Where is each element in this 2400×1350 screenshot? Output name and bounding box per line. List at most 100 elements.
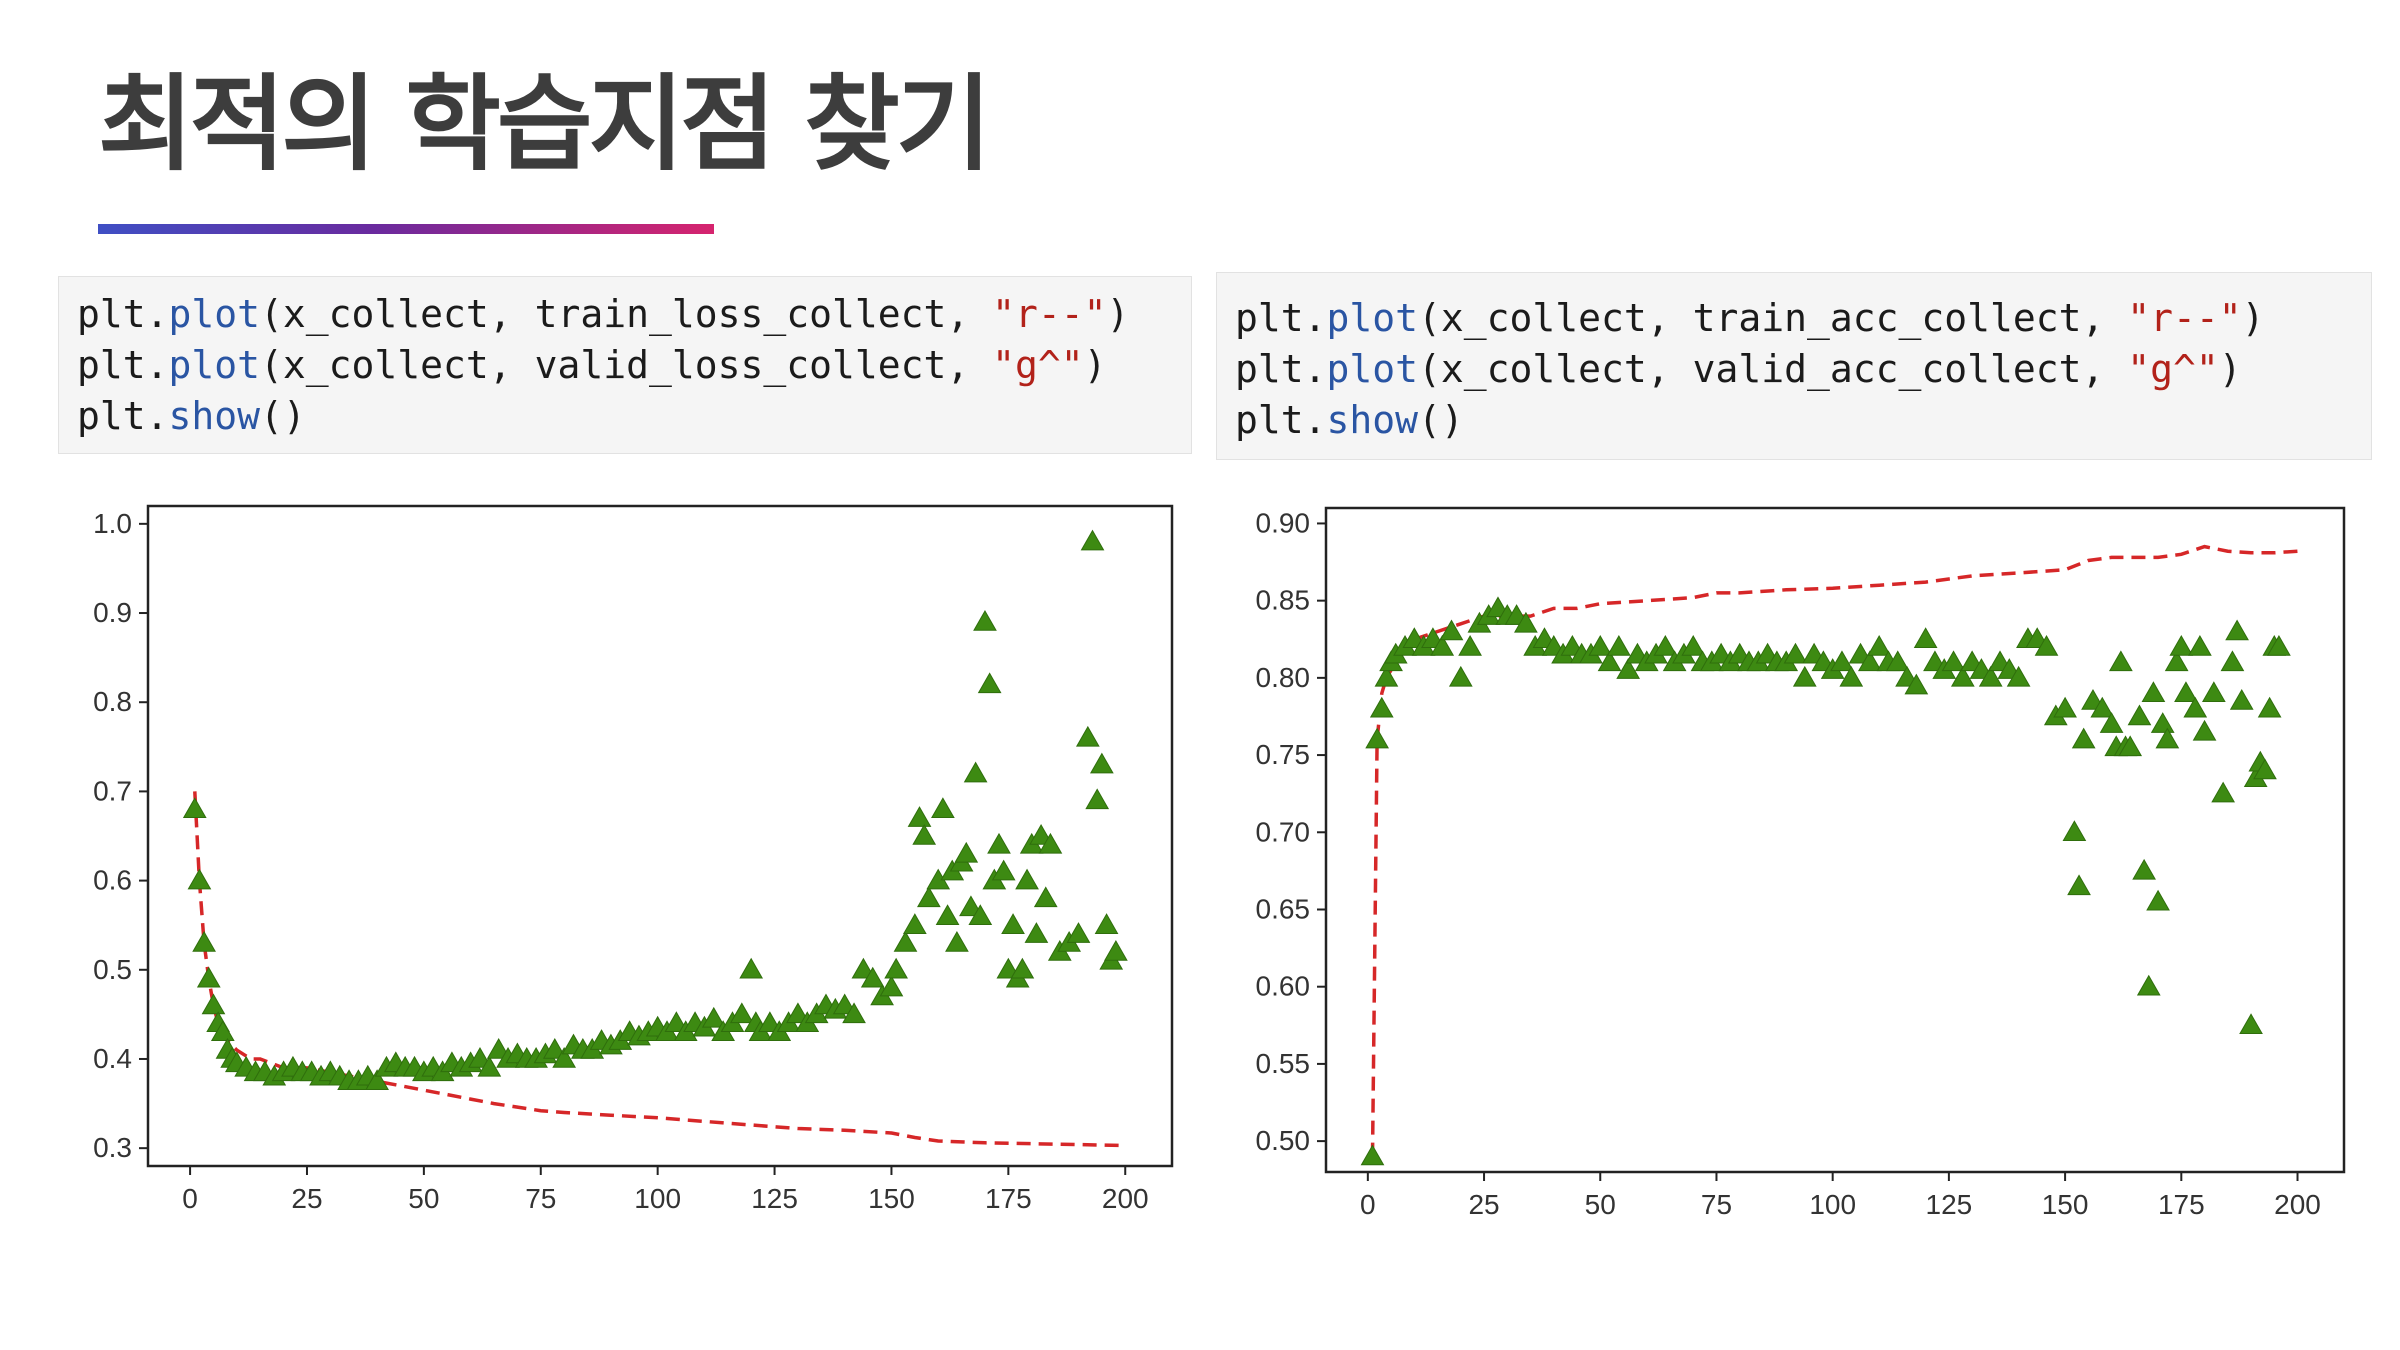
code-line: plt.plot(x_collect, valid_acc_collect, "… [1235,344,2371,395]
triangle-marker [1085,788,1110,810]
series-markers [182,529,1128,1091]
triangle-marker [739,957,764,979]
triangle-marker [959,895,983,917]
triangle-marker [1090,752,1114,774]
code-object: plt. [77,343,169,387]
triangle-marker [931,797,955,818]
x-tick-label: 25 [291,1183,322,1214]
y-tick-label: 0.3 [93,1132,132,1163]
code-string: "r--" [2127,296,2242,340]
y-tick-label: 0.5 [93,954,132,985]
triangle-marker [552,1046,577,1068]
triangle-marker [832,993,857,1015]
triangle-marker [187,868,212,890]
triangle-marker [1104,939,1128,961]
code-line: plt.plot(x_collect, train_loss_collect, … [77,289,1191,340]
triangle-marker [902,913,927,934]
code-object: plt. [1235,398,1327,442]
triangle-marker [1010,957,1035,979]
y-tick-label: 0.6 [93,865,132,896]
code-function: plot [168,343,261,387]
triangle-marker [945,931,969,952]
triangle-marker [196,966,221,988]
code-string: "g^" [992,343,1084,387]
triangle-marker [1033,886,1058,908]
x-tick-label: 100 [634,1183,681,1214]
code-object: plt. [77,292,169,336]
code-args: (x_collect, train_acc_collect, [1418,296,2128,340]
triangle-marker [973,609,997,631]
code-close: ) [1083,343,1107,387]
code-function: show [1326,398,1419,442]
x-tick-label: 150 [868,1183,915,1214]
triangle-marker [182,797,207,818]
x-tick-label: 0 [182,1183,198,1214]
code-args: () [260,394,306,438]
y-tick-label: 0.7 [93,775,132,806]
y-tick-label: 0.4 [93,1043,132,1074]
x-tick-label: 50 [408,1183,439,1214]
x-tick-label: 175 [985,1183,1032,1214]
triangle-marker [1075,725,1100,747]
y-tick-label: 0.8 [93,686,132,717]
code-line: plt.show() [77,391,1191,442]
triangle-marker [758,1011,782,1033]
code-function: plot [1326,296,1419,340]
triangle-marker [954,841,979,863]
triangle-marker [991,859,1016,881]
triangle-marker [1080,529,1105,551]
y-tick-label: 1.0 [93,508,132,539]
code-function: plot [168,292,261,336]
code-line: plt.plot(x_collect, valid_loss_collect, … [77,340,1191,391]
triangle-marker [916,886,941,908]
triangle-marker [893,931,918,952]
triangle-marker [1029,823,1053,845]
code-args: (x_collect, valid_acc_collect, [1418,347,2128,391]
triangle-marker [729,1002,754,1024]
triangle-marker [1066,922,1091,943]
code-object: plt. [1235,296,1327,340]
code-function: show [168,394,261,438]
triangle-marker [192,931,216,952]
page-title: 최적의 학습지점 찾기 [98,63,992,185]
code-line: plt.show() [1235,395,2371,446]
code-function: plot [1326,347,1419,391]
code-close: ) [1106,292,1130,336]
triangle-marker [907,806,932,827]
triangle-marker [935,904,960,926]
code-args: (x_collect, valid_loss_collect, [260,343,993,387]
code-args: () [1418,398,1464,442]
triangle-marker [884,957,908,979]
triangle-marker [542,1038,567,1059]
triangle-marker [201,993,226,1015]
x-tick-label: 200 [1102,1183,1149,1214]
x-tick-label: 75 [525,1183,556,1214]
triangle-marker [977,672,1002,694]
triangle-marker [1038,832,1063,854]
triangle-marker [1024,922,1049,943]
triangle-marker [912,823,937,845]
x-tick-label: 125 [751,1183,798,1214]
triangle-marker [860,966,885,988]
y-tick-label: 0.9 [93,597,132,628]
triangle-marker [1094,913,1119,934]
triangle-marker [701,1006,726,1028]
code-close: ) [2241,296,2265,340]
triangle-marker [968,904,993,926]
triangle-marker [786,1002,810,1024]
triangle-marker [1001,913,1025,934]
triangle-marker [468,1046,492,1068]
code-cell-accuracy: plt.plot(x_collect, train_acc_collect, "… [1216,272,2372,460]
triangle-marker [365,1069,389,1091]
code-object: plt. [77,394,169,438]
triangle-marker [477,1055,502,1077]
triangle-marker [879,975,904,997]
triangle-marker [987,832,1011,854]
code-line: plt.plot(x_collect, train_acc_collect, "… [1235,293,2371,344]
triangle-marker [842,1002,866,1024]
code-args: (x_collect, train_loss_collect, [260,292,993,336]
plot-frame [146,504,1174,1168]
code-cell-loss: plt.plot(x_collect, train_loss_collect, … [58,276,1192,454]
triangle-marker [486,1038,511,1059]
